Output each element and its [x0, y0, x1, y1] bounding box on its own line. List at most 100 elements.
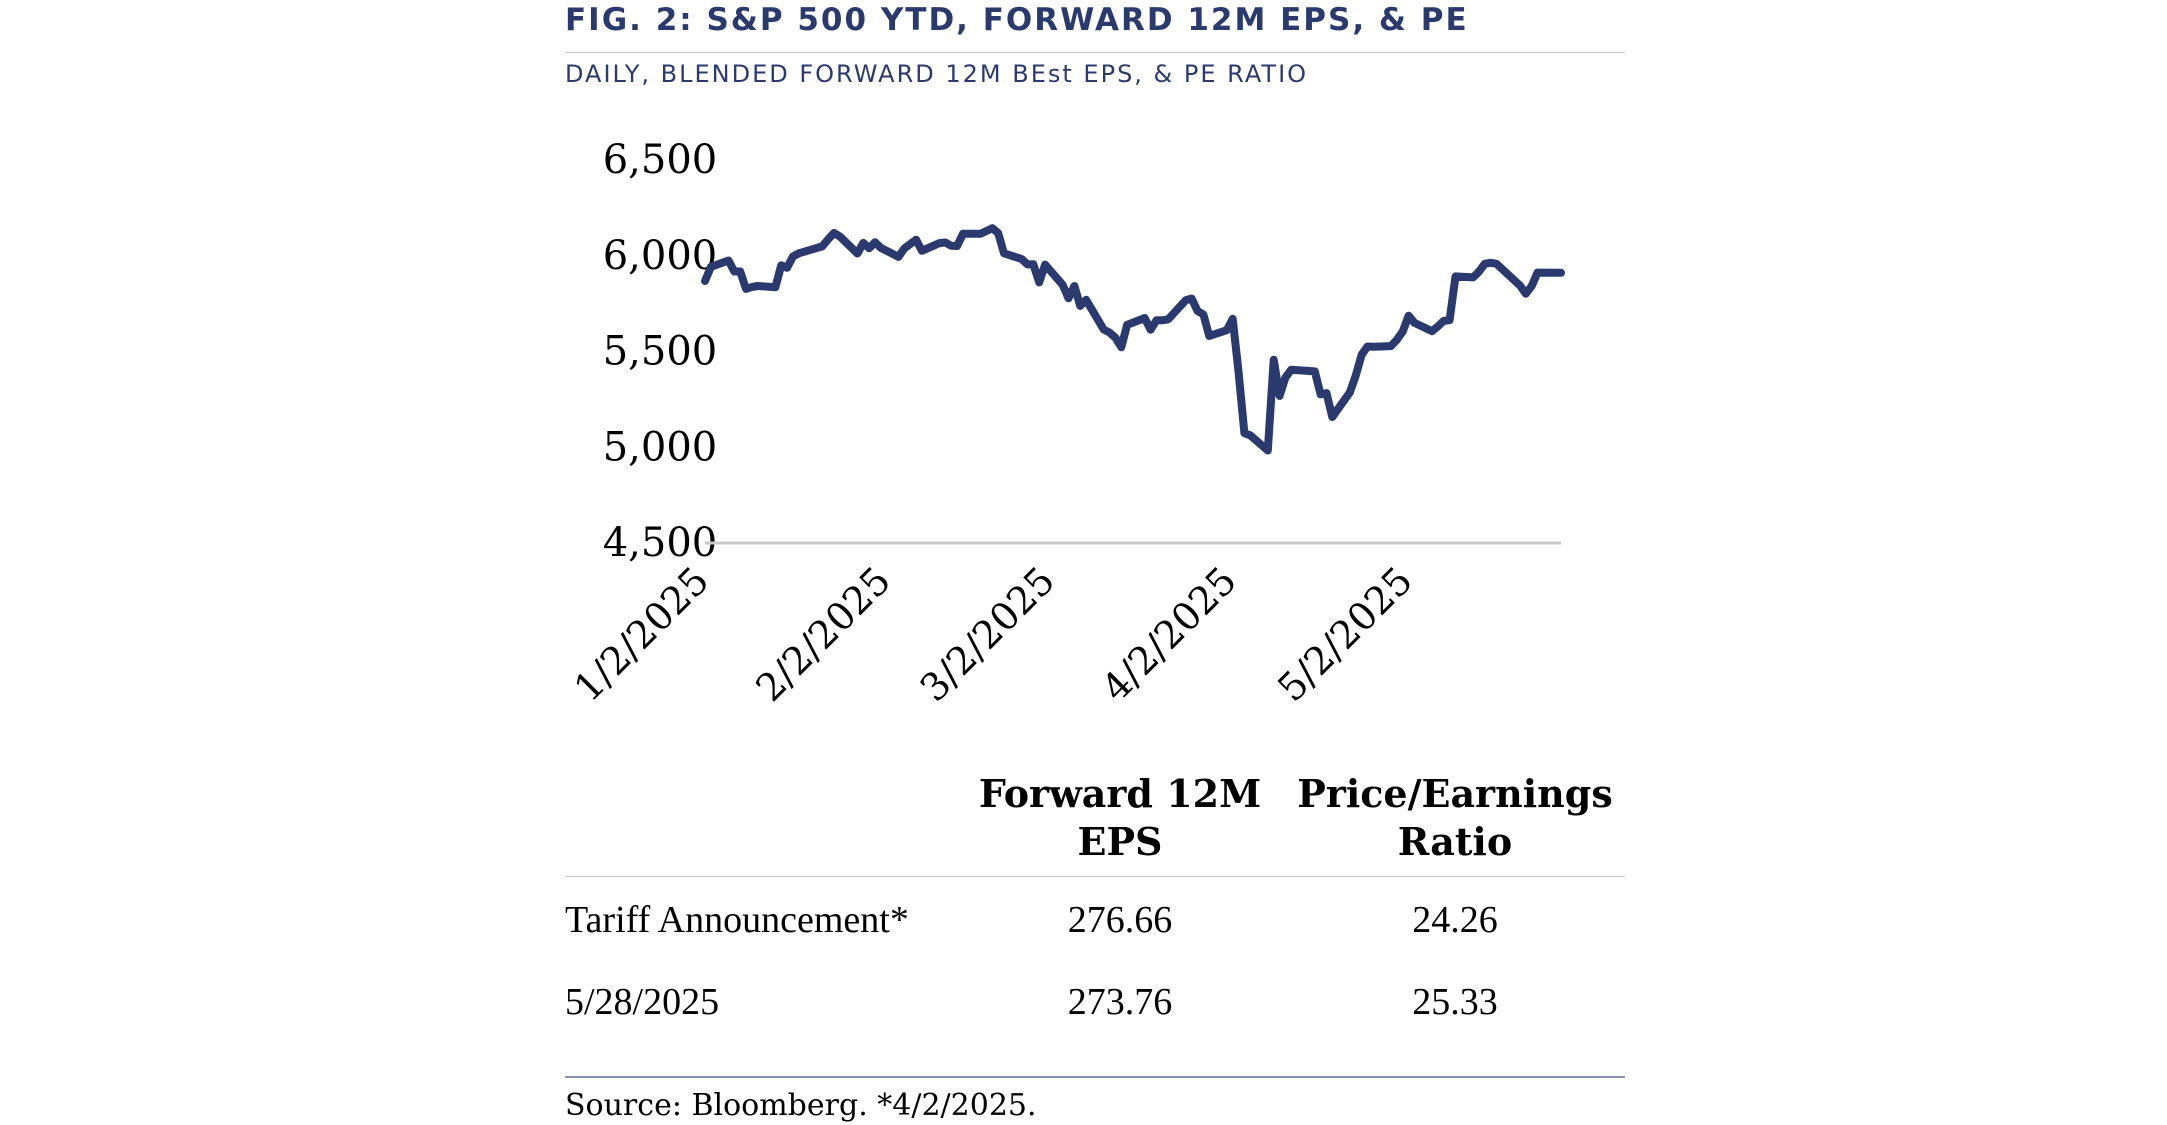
data-point: [1346, 388, 1354, 396]
data-point: [853, 250, 861, 257]
x-axis: 1/2/2025 2/2/2025 3/2/2025 4/2/2025 5/2/2025: [566, 558, 1421, 710]
data-point: [988, 224, 996, 232]
data-point: [1205, 332, 1213, 340]
data-point: [1369, 343, 1377, 351]
data-point: [1141, 314, 1149, 322]
data-point: [824, 235, 832, 243]
data-point: [936, 239, 943, 247]
data-point: [900, 245, 908, 252]
data-point: [1557, 269, 1565, 277]
y-axis: 6,500 6,000 5,500 5,000 4,500: [603, 137, 718, 566]
header-forward-eps-line1: Forward 12M: [978, 771, 1262, 816]
data-point: [1065, 294, 1072, 302]
y-tick-label: 5,000: [603, 424, 718, 470]
data-point: [1428, 327, 1436, 335]
sp500-line-chart: 6,500 6,000 5,500 5,000 4,500 1/2/2025 2/2/20…: [566, 137, 1565, 710]
data-point: [1516, 282, 1524, 290]
y-tick-label: 4,500: [603, 520, 718, 566]
data-point: [730, 268, 738, 275]
data-point: [959, 230, 967, 238]
data-point: [1452, 272, 1459, 280]
data-point: [754, 282, 762, 290]
data-point: [1164, 315, 1172, 323]
data-point: [1352, 371, 1360, 379]
data-point: [1358, 351, 1366, 359]
data-point: [1111, 334, 1119, 342]
data-point: [1493, 260, 1500, 268]
data-point: [941, 239, 949, 246]
data-point: [1328, 413, 1336, 421]
data-point: [982, 227, 990, 235]
data-point: [771, 283, 779, 291]
data-point: [777, 261, 785, 269]
data-point: [1041, 261, 1049, 269]
x-tick-label: 4/2/2025: [1093, 558, 1245, 710]
data-point: [1475, 268, 1483, 276]
data-point: [1106, 329, 1113, 336]
data-point: [953, 242, 961, 250]
data-point: [818, 242, 826, 250]
source-note: Source: Bloomberg. *4/2/2025.: [565, 1088, 1037, 1123]
data-point: [895, 253, 902, 261]
header-forward-eps-line2: EPS: [1077, 819, 1163, 864]
row-eps: 273.76: [1067, 981, 1173, 1023]
data-point: [742, 285, 750, 293]
data-point: [725, 257, 732, 264]
data-point: [1199, 311, 1207, 318]
data-point: [1117, 343, 1125, 351]
data-point: [1123, 321, 1131, 329]
figure-subtitle: DAILY, BLENDED FORWARD 12M BEst EPS, & P…: [565, 60, 1309, 88]
row-label: Tariff Announcement*: [565, 899, 909, 941]
data-point: [1182, 296, 1190, 304]
sp500-series-line: [701, 224, 1565, 455]
data-point: [1000, 249, 1008, 257]
data-point: [795, 249, 803, 257]
x-tick-label: 1/2/2025: [566, 558, 718, 710]
series-points: [701, 224, 1565, 454]
data-point: [1235, 367, 1242, 375]
data-point: [1029, 260, 1037, 268]
header-pe-ratio-line1: Price/Earnings: [1297, 771, 1613, 816]
data-point: [1317, 390, 1325, 398]
data-point: [859, 239, 867, 247]
data-point: [1393, 336, 1401, 344]
data-point: [1018, 255, 1026, 263]
data-point: [1399, 328, 1407, 336]
data-point: [871, 238, 879, 246]
row-eps: 276.66: [1067, 899, 1173, 941]
data-point: [1100, 326, 1108, 333]
header-forward-eps: Forward 12M EPS: [960, 770, 1280, 866]
data-point: [906, 240, 914, 248]
data-point: [783, 264, 791, 272]
data-point: [1082, 296, 1090, 304]
row-pe: 24.26: [1412, 899, 1498, 941]
row-pe: 25.33: [1412, 981, 1498, 1023]
title-divider: [565, 52, 1625, 53]
data-point: [1276, 392, 1284, 400]
data-point: [865, 244, 873, 252]
data-point: [736, 268, 744, 275]
data-point: [1059, 281, 1067, 289]
data-point: [1323, 389, 1330, 397]
data-point: [1188, 295, 1196, 302]
data-point: [912, 236, 920, 244]
data-point: [789, 253, 797, 260]
table-bottom-divider: [565, 1076, 1625, 1078]
row-label: 5/28/2025: [565, 981, 720, 1023]
data-point: [977, 230, 985, 238]
data-point: [1270, 356, 1278, 364]
data-point: [994, 229, 1002, 237]
data-point: [1440, 317, 1448, 325]
data-point: [1240, 429, 1248, 437]
data-point: [1446, 316, 1454, 324]
data-point: [1024, 260, 1031, 268]
data-point: [947, 242, 955, 250]
data-point: [1364, 343, 1371, 350]
figure-title: FIG. 2: S&P 500 YTD, FORWARD 12M EPS, & …: [565, 2, 1469, 38]
data-point: [1147, 326, 1155, 334]
data-point: [1528, 282, 1536, 290]
data-point: [1405, 312, 1413, 320]
data-point: [1070, 282, 1078, 290]
data-point: [1076, 302, 1084, 310]
data-point: [836, 232, 844, 240]
